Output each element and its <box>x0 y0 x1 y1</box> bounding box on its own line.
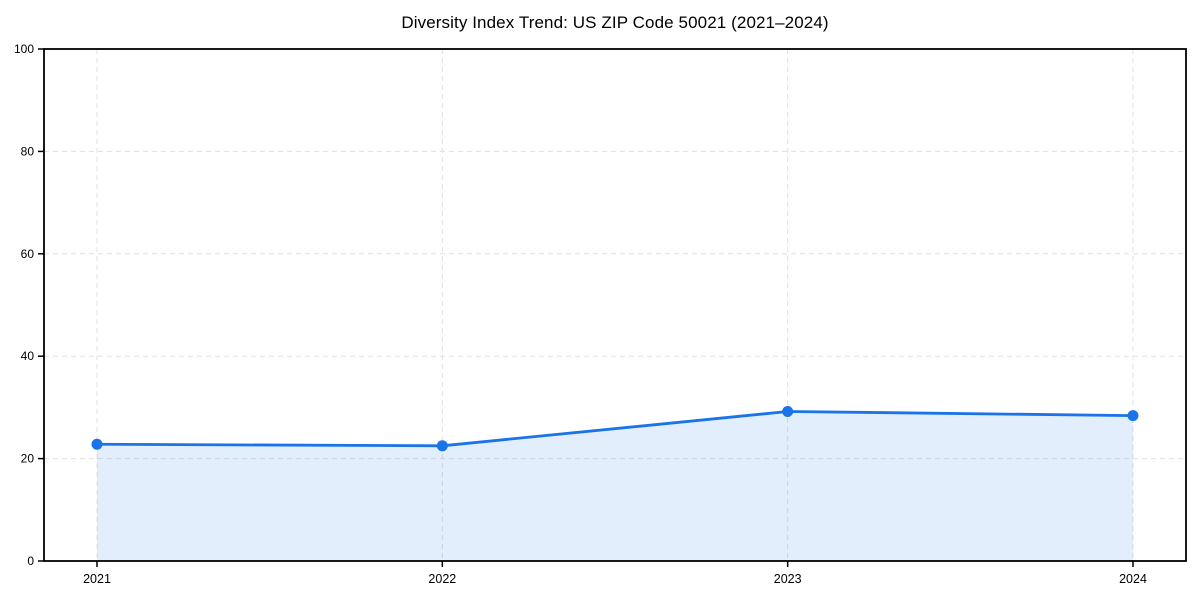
x-tick-label: 2022 <box>428 572 456 586</box>
data-point <box>1127 410 1139 422</box>
data-point <box>436 440 448 452</box>
x-tick-label: 2021 <box>83 572 111 586</box>
y-tick-label: 80 <box>21 144 35 158</box>
area-fill <box>97 411 1133 561</box>
data-line <box>95 410 1135 448</box>
y-tick-label: 100 <box>14 42 34 56</box>
plot-frame <box>43 48 1187 562</box>
x-tick-label: 2023 <box>774 572 802 586</box>
y-tick-label: 40 <box>21 349 35 363</box>
y-tick-label: 0 <box>27 554 34 568</box>
data-point <box>782 405 794 417</box>
chart-title: Diversity Index Trend: US ZIP Code 50021… <box>401 13 829 32</box>
y-tick-label: 60 <box>21 247 35 261</box>
x-tick-label: 2024 <box>1119 572 1147 586</box>
y-tick-label: 20 <box>21 452 35 466</box>
data-point <box>91 438 103 450</box>
